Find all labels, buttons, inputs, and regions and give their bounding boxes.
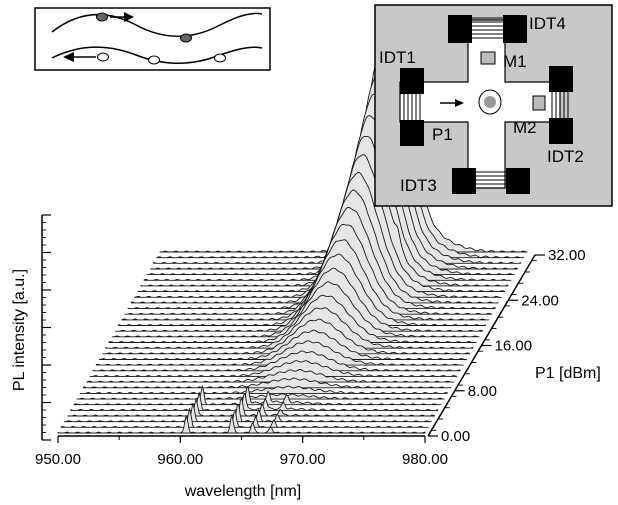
inset-device: IDT4 IDT1 M1 M2 P1 IDT2 IDT3 xyxy=(374,4,613,207)
x-tick-label: 960.00 xyxy=(157,451,203,468)
spectrum-trace xyxy=(63,402,432,423)
m2-label: M2 xyxy=(513,118,537,137)
depth-axis-title: P1 [dBm] xyxy=(535,365,601,382)
mesa-m1 xyxy=(480,51,496,65)
idt3-fingers xyxy=(476,171,506,189)
spectrum-trace xyxy=(86,369,455,383)
x-tick-label: 970.00 xyxy=(280,451,326,468)
x-axis-title: wavelength [nm] xyxy=(184,483,302,500)
wave-top-icon xyxy=(51,12,263,37)
arrow-right-icon xyxy=(124,12,134,22)
idt1-label: IDT1 xyxy=(379,48,416,67)
wave-bottom-icon xyxy=(51,46,263,64)
y-axis-title: PL intensity [a.u.] xyxy=(11,269,28,391)
idt1-fingers xyxy=(403,94,421,120)
m1-label: M1 xyxy=(503,52,527,71)
idt3-label: IDT3 xyxy=(400,176,437,195)
chart-axes: 950.00 960.00 970.00 980.00 0.00 8.00 16.00 24.… xyxy=(35,214,586,468)
idt4-fingers xyxy=(472,17,503,39)
depth-tick-label: 32.00 xyxy=(548,247,586,264)
carrier-open-icon xyxy=(214,53,226,63)
spectrum-trace xyxy=(76,393,445,400)
arrow-left-icon xyxy=(63,52,74,62)
depth-tick-label: 8.00 xyxy=(468,383,497,400)
carrier-filled-icon xyxy=(180,33,192,43)
arrow-right-icon xyxy=(455,99,464,107)
spectrum-trace xyxy=(89,360,458,377)
depth-tick-label: 16.00 xyxy=(495,338,533,355)
carrier-filled-icon xyxy=(96,12,108,22)
spectrum-trace xyxy=(57,415,426,434)
depth-tick-label: 0.00 xyxy=(441,428,470,445)
mesa-m2 xyxy=(532,95,546,111)
spectrum-trace xyxy=(67,397,436,417)
spectrum-trace xyxy=(73,385,442,406)
carrier-open-icon xyxy=(97,52,109,62)
depth-tick-label: 24.00 xyxy=(521,292,559,309)
idt2-label: IDT2 xyxy=(547,147,584,166)
spectra-series-group xyxy=(57,4,528,434)
x-tick-label: 980.00 xyxy=(402,451,448,468)
carrier-open-icon xyxy=(148,55,160,65)
p1-label: P1 xyxy=(432,125,453,144)
idt2-fingers xyxy=(551,92,569,118)
spectrum-trace xyxy=(79,385,448,394)
inset-waves xyxy=(34,7,271,71)
spectrum-trace xyxy=(70,391,439,411)
idt4-label: IDT4 xyxy=(529,14,566,33)
spectrum-trace xyxy=(60,408,429,428)
x-tick-label: 950.00 xyxy=(35,451,81,468)
spectrum-trace xyxy=(83,377,451,389)
